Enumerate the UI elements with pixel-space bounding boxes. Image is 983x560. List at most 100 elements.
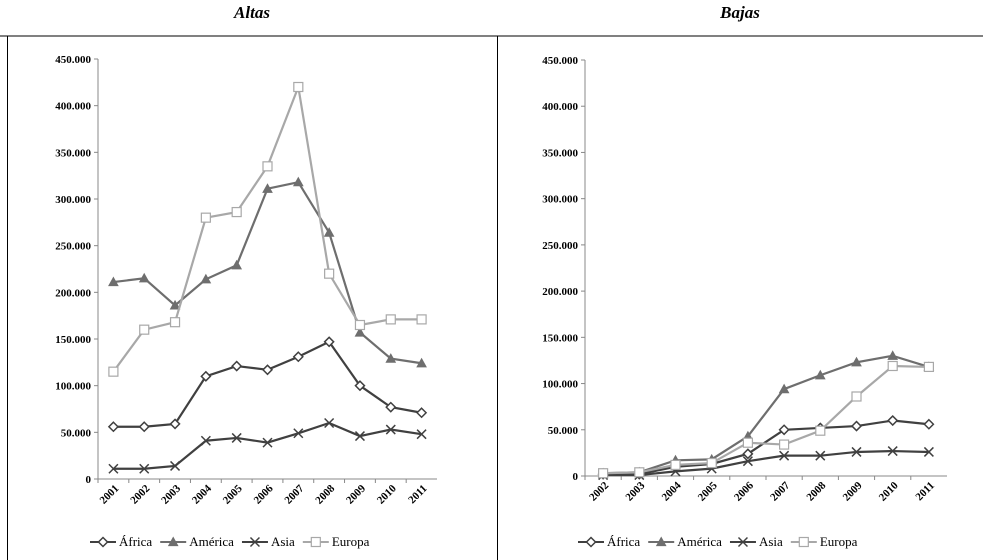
- x-tick-label: 2008: [804, 479, 828, 503]
- y-tick-label: 350.000: [542, 147, 578, 159]
- y-tick-label: 450.000: [542, 55, 578, 67]
- marker: [310, 536, 321, 548]
- x-tick-label: 2009: [841, 479, 865, 503]
- marker: [416, 407, 428, 419]
- legend-label: América: [677, 534, 722, 549]
- marker: [262, 161, 273, 172]
- marker: [923, 361, 935, 373]
- y-tick-label: 450.000: [55, 54, 91, 66]
- y-tick-label: 250.000: [55, 241, 91, 253]
- marker: [851, 391, 862, 402]
- x-tick-label: 2010: [877, 479, 901, 503]
- marker: [887, 360, 898, 372]
- x-tick-label: 2011: [406, 483, 430, 507]
- marker: [200, 370, 212, 382]
- x-tick-label: 2004: [190, 482, 214, 506]
- y-tick-label: 150.000: [55, 334, 91, 346]
- x-tick-label: 2010: [375, 482, 399, 506]
- x-tick-label: 2007: [282, 482, 306, 506]
- marker: [200, 435, 211, 446]
- x-tick-label: 2001: [97, 483, 121, 507]
- y-tick-label: 100.000: [55, 381, 91, 393]
- marker: [292, 351, 304, 363]
- marker: [815, 425, 826, 436]
- series-line: [113, 421, 422, 470]
- marker: [416, 357, 427, 368]
- x-tick-label: 2007: [768, 479, 792, 503]
- y-tick-label: 0: [86, 474, 92, 486]
- marker: [742, 437, 754, 448]
- marker: [139, 463, 150, 474]
- marker: [742, 456, 753, 467]
- series-line: [603, 354, 930, 475]
- x-tick-label: 2006: [252, 482, 276, 506]
- y-tick-label: 200.000: [55, 287, 91, 299]
- series-line: [603, 364, 929, 475]
- marker: [851, 446, 862, 457]
- marker: [354, 326, 366, 337]
- series-line: [112, 82, 422, 373]
- marker: [108, 276, 119, 287]
- marker: [850, 420, 863, 432]
- chart-title: Bajas: [719, 3, 760, 22]
- y-tick-label: 350.000: [55, 147, 91, 159]
- marker: [798, 536, 809, 548]
- y-tick-label: 400.000: [55, 101, 91, 113]
- marker: [169, 418, 181, 430]
- marker: [742, 448, 754, 460]
- marker: [323, 227, 335, 237]
- marker: [293, 428, 304, 439]
- marker: [416, 314, 427, 325]
- legend-label: África: [607, 534, 640, 549]
- marker: [138, 272, 150, 283]
- marker: [97, 536, 109, 548]
- marker: [670, 459, 681, 471]
- x-tick-label: 2004: [660, 479, 684, 503]
- legend-label: África: [119, 534, 152, 549]
- y-tick-label: 50.000: [61, 427, 92, 439]
- marker: [597, 468, 609, 479]
- series-line: [603, 449, 929, 477]
- marker: [231, 432, 242, 443]
- marker: [778, 424, 790, 436]
- marker: [138, 421, 150, 433]
- marker: [261, 364, 274, 376]
- marker: [778, 439, 790, 450]
- marker: [887, 446, 898, 457]
- marker: [262, 183, 273, 193]
- x-tick-label: 2006: [732, 479, 756, 503]
- x-tick-label: 2005: [696, 479, 720, 503]
- y-tick-label: 50.000: [548, 425, 579, 437]
- x-tick-label: 2009: [344, 482, 368, 506]
- marker: [585, 536, 597, 548]
- y-tick-label: 300.000: [55, 194, 91, 206]
- marker: [108, 366, 119, 377]
- marker: [655, 536, 667, 547]
- y-tick-label: 250.000: [542, 240, 578, 252]
- series-line: [603, 419, 930, 476]
- marker: [923, 418, 935, 430]
- marker: [851, 356, 862, 367]
- x-tick-label: 2011: [913, 480, 937, 504]
- legend-label: Europa: [820, 534, 858, 549]
- marker: [167, 536, 179, 547]
- marker: [108, 463, 119, 474]
- marker: [354, 319, 366, 331]
- marker: [324, 417, 335, 429]
- x-tick-label: 2003: [159, 482, 183, 506]
- legend-label: Asia: [759, 534, 783, 549]
- marker: [139, 324, 150, 335]
- marker: [385, 314, 396, 325]
- legend-label: Europa: [332, 534, 370, 549]
- marker: [923, 446, 934, 457]
- marker: [231, 206, 242, 218]
- x-tick-label: 2005: [221, 482, 245, 506]
- marker: [385, 424, 396, 435]
- x-tick-label: 2008: [313, 482, 337, 506]
- marker: [231, 360, 243, 372]
- series-line: [113, 180, 422, 365]
- marker: [249, 536, 260, 548]
- marker: [262, 437, 273, 448]
- y-tick-label: 150.000: [542, 332, 578, 344]
